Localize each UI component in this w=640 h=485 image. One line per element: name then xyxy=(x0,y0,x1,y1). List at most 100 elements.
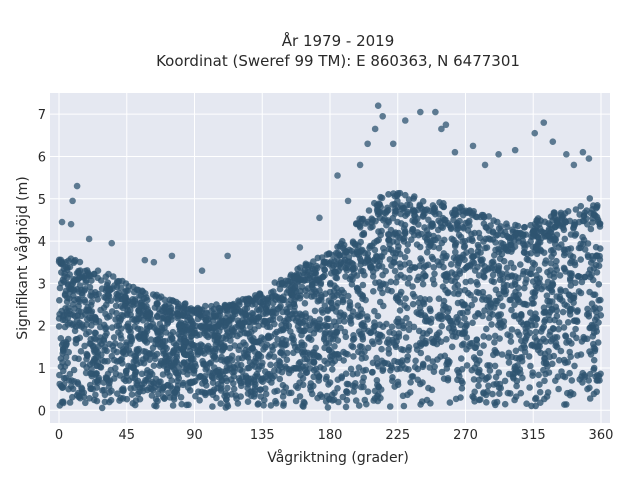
scatter-point xyxy=(394,218,401,226)
scatter-point xyxy=(335,267,343,275)
scatter-point xyxy=(223,356,231,364)
scatter-point xyxy=(302,313,310,320)
scatter-point xyxy=(229,328,237,335)
scatter-point xyxy=(369,368,376,376)
scatter-point xyxy=(442,271,449,278)
scatter-point xyxy=(578,338,586,345)
scatter-point xyxy=(397,359,404,366)
scatter-point xyxy=(417,295,424,302)
scatter-point xyxy=(373,354,380,362)
scatter-point xyxy=(398,206,406,213)
scatter-point xyxy=(499,302,506,310)
scatter-point xyxy=(532,394,540,402)
scatter-point xyxy=(386,403,394,410)
scatter-point xyxy=(143,370,150,377)
scatter-point xyxy=(160,350,167,357)
scatter-point xyxy=(483,399,490,406)
scatter-point xyxy=(363,313,371,320)
scatter-point xyxy=(265,334,273,342)
scatter-point xyxy=(212,348,219,355)
scatter-point xyxy=(160,362,167,369)
scatter-point xyxy=(325,340,333,348)
scatter-point xyxy=(316,373,323,380)
scatter-point xyxy=(106,379,113,387)
scatter-point xyxy=(489,390,496,398)
scatter-point xyxy=(403,304,411,312)
scatter-point xyxy=(90,334,98,342)
scatter-point xyxy=(66,399,74,406)
scatter-point xyxy=(586,395,594,402)
scatter-point xyxy=(197,322,204,330)
scatter-point xyxy=(142,376,149,384)
scatter-point xyxy=(163,316,170,324)
scatter-point xyxy=(465,209,473,217)
scatter-point xyxy=(474,241,482,249)
scatter-point xyxy=(238,354,246,362)
scatter-point xyxy=(520,224,528,231)
scatter-point xyxy=(314,394,321,402)
scatter-point xyxy=(56,402,64,409)
scatter-point xyxy=(133,346,141,353)
scatter-point xyxy=(586,195,594,202)
scatter-point xyxy=(450,236,457,244)
scatter-point xyxy=(556,272,564,279)
scatter-point xyxy=(579,148,587,156)
scatter-point xyxy=(577,351,585,358)
scatter-point xyxy=(596,305,603,313)
scatter-point xyxy=(573,308,581,316)
scatter-point xyxy=(56,371,63,379)
scatter-point xyxy=(154,300,161,308)
scatter-point xyxy=(332,308,340,315)
chart-title: År 1979 - 2019 xyxy=(282,31,395,50)
scatter-point xyxy=(259,378,267,386)
scatter-point xyxy=(416,304,424,312)
scatter-point xyxy=(590,390,598,398)
scatter-point xyxy=(277,327,284,334)
scatter-point xyxy=(456,287,464,295)
scatter-point xyxy=(404,247,411,255)
scatter-point xyxy=(350,353,357,360)
scatter-point xyxy=(391,267,399,275)
scatter-point xyxy=(343,267,351,274)
scatter-point xyxy=(302,369,310,377)
scatter-point xyxy=(310,354,318,362)
scatter-point xyxy=(527,250,535,257)
scatter-point xyxy=(564,319,572,326)
scatter-point xyxy=(82,279,89,286)
scatter-point xyxy=(480,333,488,340)
scatter-point xyxy=(438,125,445,133)
scatter-point xyxy=(496,316,503,324)
scatter-point xyxy=(417,108,424,116)
scatter-point xyxy=(71,312,79,320)
scatter-point xyxy=(495,151,502,158)
scatter-point xyxy=(323,315,331,323)
scatter-point xyxy=(555,357,563,364)
scatter-point xyxy=(455,231,463,239)
scatter-point xyxy=(261,396,268,404)
scatter-point xyxy=(592,324,600,331)
scatter-point xyxy=(227,337,234,344)
scatter-point xyxy=(480,342,487,349)
scatter-point xyxy=(166,394,174,401)
scatter-point xyxy=(202,309,210,316)
scatter-point xyxy=(108,324,116,331)
y-tick-label: 3 xyxy=(38,277,46,292)
scatter-point xyxy=(197,372,204,380)
scatter-point xyxy=(542,370,549,378)
scatter-point xyxy=(168,377,175,384)
scatter-point xyxy=(456,270,464,278)
scatter-point xyxy=(428,223,435,230)
scatter-point xyxy=(88,292,96,300)
scatter-point xyxy=(244,350,251,358)
scatter-point xyxy=(343,380,351,388)
scatter-point xyxy=(138,287,146,295)
scatter-point xyxy=(521,337,529,345)
scatter-point xyxy=(469,237,476,245)
scatter-point xyxy=(271,330,279,338)
scatter-point xyxy=(218,353,225,361)
scatter-point xyxy=(332,322,340,330)
y-tick-label: 7 xyxy=(38,108,46,123)
scatter-point xyxy=(330,293,338,301)
scatter-point xyxy=(292,382,300,390)
scatter-point xyxy=(555,385,562,393)
